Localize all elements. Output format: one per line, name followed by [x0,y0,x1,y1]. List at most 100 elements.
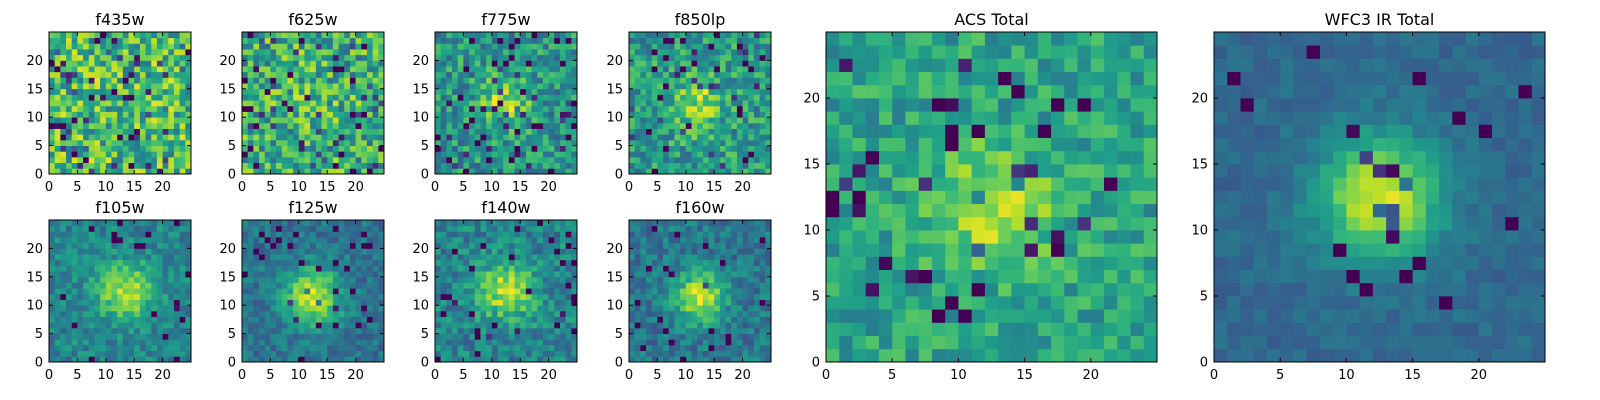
heatmap-cell [537,265,544,272]
heatmap-cell [162,117,169,124]
heatmap-cell [156,356,163,363]
heatmap-cell [714,122,721,129]
heatmap-cell [128,54,135,61]
heatmap-cell [304,333,311,340]
heatmap-cell [179,220,186,227]
heatmap-cell [508,271,515,278]
heatmap-cell [145,237,152,244]
heatmap-cell [105,339,112,346]
heatmap-cell [332,139,339,146]
heatmap-cell [559,100,567,107]
heatmap-cell [719,310,726,317]
heatmap-cell [697,293,704,300]
heatmap-cell [452,282,459,289]
heatmap-cell [156,49,163,56]
heatmap-cell [508,231,515,238]
heatmap-cell [264,145,271,152]
heatmap-cell [242,105,249,112]
heatmap-cell [88,225,95,232]
heatmap-cell [117,322,124,329]
heatmap-cell [270,66,277,73]
heatmap-cell [663,111,670,118]
heatmap-cell [66,77,73,84]
heatmap-cell [259,231,266,238]
heatmap-cell [185,339,192,346]
heatmap-cell [537,88,544,95]
heatmap-cell [270,231,277,238]
heatmap-cell [327,122,334,129]
heatmap-cell [281,94,288,101]
heatmap-cell [156,151,163,158]
heatmap-cell [503,254,510,261]
heatmap-cell [327,276,334,283]
heatmap-cell [480,339,487,346]
heatmap-cell [168,254,175,261]
heatmap-cell [565,168,572,175]
heatmap-cell [122,350,129,357]
heatmap-cell [446,83,453,90]
heatmap-cell [344,310,351,317]
heatmap-cell [440,271,447,278]
heatmap-cell [486,43,493,50]
heatmap-cell [281,151,288,158]
heatmap-cell [259,339,266,346]
heatmap-cell [765,32,772,39]
heatmap-cell [463,220,470,227]
heatmap-cell [657,105,664,112]
heatmap-cell [139,248,146,255]
heatmap-cell [537,43,544,50]
heatmap-cell [185,139,192,146]
heatmap-cell [117,37,124,44]
heatmap-cell [264,225,271,232]
heatmap-cell [514,282,521,289]
heatmap-cell [491,310,498,317]
heatmap-cell [731,156,738,164]
heatmap-cell [702,111,709,118]
heatmap-cell [349,105,356,112]
heatmap-cell [54,271,61,278]
heatmap-cell [332,37,339,44]
heatmap-cell [54,162,61,169]
heatmap-cell [270,105,277,112]
heatmap-cell [765,122,772,129]
heatmap-cell [559,310,567,317]
heatmap-cell [361,350,368,357]
heatmap-cell [122,54,129,61]
heatmap-cell [697,271,704,278]
heatmap-cell [361,94,368,101]
heatmap-cell [525,322,532,329]
heatmap-cell [122,145,129,152]
heatmap-cell [168,316,175,323]
heatmap-cell [276,293,283,300]
heatmap-cell [537,322,544,329]
heatmap-cell [531,271,538,278]
heatmap-cell [264,54,271,61]
heatmap-cell [759,88,766,95]
heatmap-cell [680,327,687,334]
heatmap-cell [242,151,249,158]
heatmap-cell [753,32,761,39]
heatmap-cell [378,248,385,255]
heatmap-cell [548,293,555,300]
heatmap-cell [349,305,356,312]
heatmap-cell [242,333,249,340]
heatmap-cell [54,339,61,346]
heatmap-cell [332,299,339,306]
heatmap-cell [179,71,186,78]
heatmap-cell [542,54,549,61]
heatmap-cell [571,94,578,101]
heatmap-cell [697,43,704,50]
heatmap-cell [117,134,124,141]
heatmap-cell [77,105,84,112]
heatmap-cell [719,305,726,312]
heatmap-cell [276,122,283,129]
heatmap-cell [548,37,555,44]
heatmap-cell [565,100,572,107]
heatmap-cell [162,100,169,107]
heatmap-cell [514,66,521,73]
heatmap-cell [508,111,515,118]
heatmap-cell [469,259,476,266]
heatmap-cell [71,111,78,118]
heatmap-cell [497,254,504,261]
heatmap-cell [366,310,374,317]
